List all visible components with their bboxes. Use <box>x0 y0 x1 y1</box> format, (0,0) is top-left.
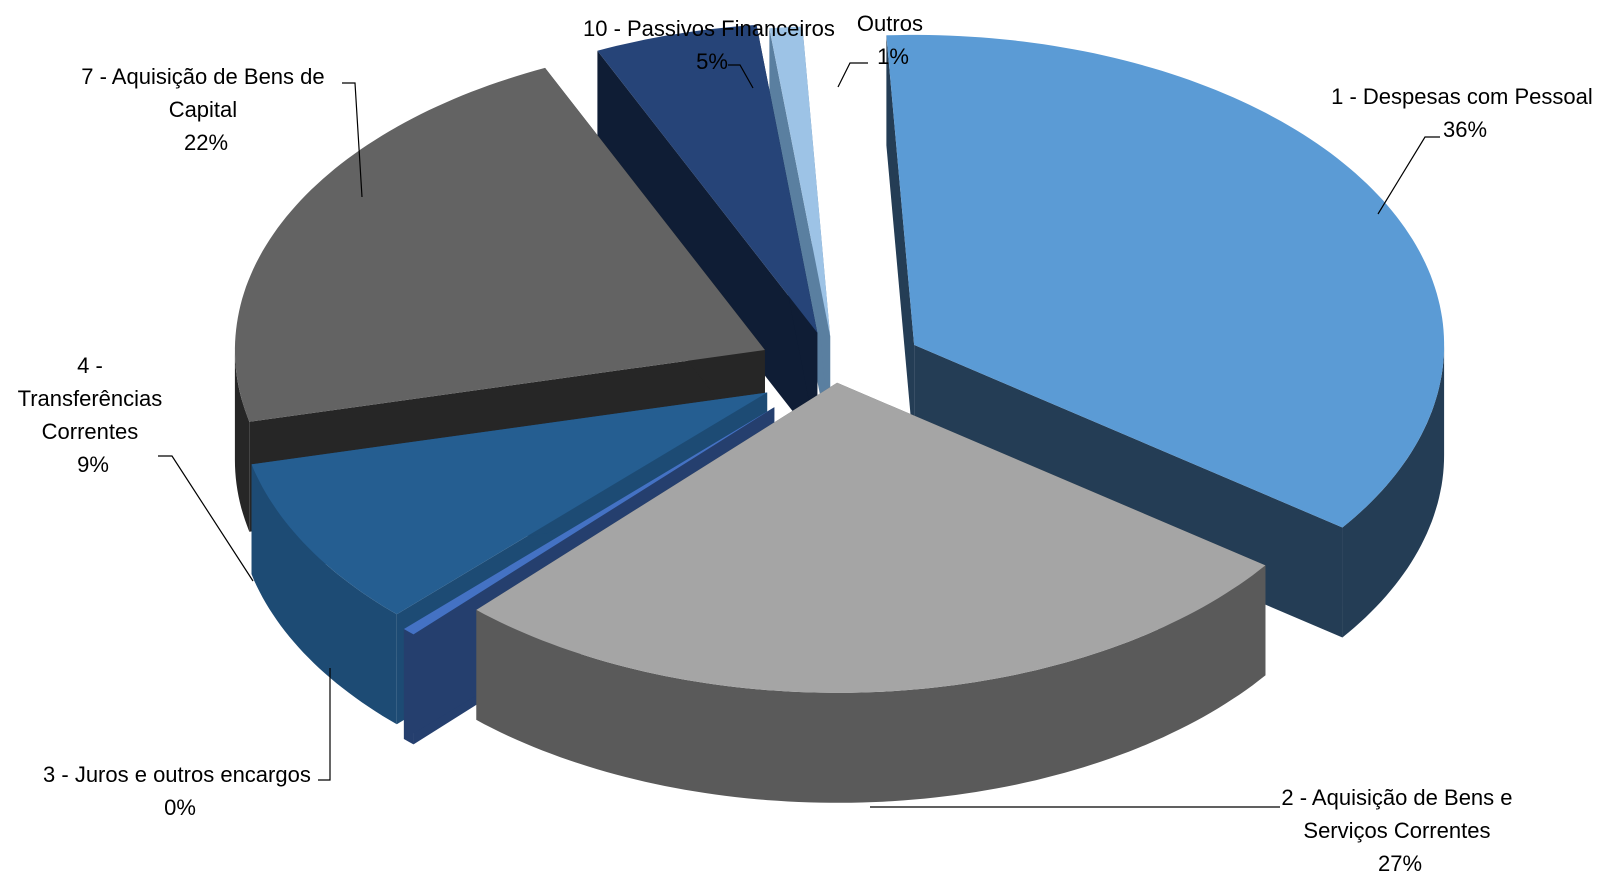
label-outros-percent: 1% <box>877 44 909 69</box>
label-pessoal-percent: 36% <box>1443 117 1487 142</box>
label-outros: Outros 1% <box>857 11 929 69</box>
label-passivos-line1: 10 - Passivos Financeiros <box>583 16 835 41</box>
slice-pessoal-side <box>1342 344 1445 638</box>
leader-line-capital <box>342 82 363 198</box>
slice-pessoal-top <box>886 34 1445 528</box>
label-transferencias-line1: 4 - <box>77 353 103 378</box>
leader-line-juros <box>318 668 331 781</box>
slice-passivos <box>597 24 818 443</box>
leader-line-transferencias <box>158 455 254 582</box>
slice-juros-side <box>403 629 414 745</box>
slice-outros-top <box>769 26 831 337</box>
leader-lines <box>158 62 1440 808</box>
label-transferencias-line3: Correntes <box>42 419 139 444</box>
label-transferencias-line2: Transferências <box>18 386 163 411</box>
slice-bens-servicos-top <box>476 382 1266 693</box>
slice-capital-side <box>234 350 250 532</box>
label-capital-line2: Capital <box>169 97 237 122</box>
slice-transferencias-side <box>251 464 397 725</box>
slice-bens-servicos <box>476 382 1266 803</box>
label-bens-servicos: 2 - Aquisição de Bens e Serviços Corrent… <box>1281 785 1518 873</box>
slice-passivos-wall-start <box>597 50 818 443</box>
label-juros-percent: 0% <box>164 795 196 820</box>
pie-slices <box>234 24 1445 803</box>
label-bens-servicos-line1: 2 - Aquisição de Bens e <box>1281 785 1512 810</box>
label-transferencias: 4 - Transferências Correntes 9% <box>18 353 169 477</box>
label-outros-line1: Outros <box>857 11 923 36</box>
slice-bens-servicos-side <box>476 565 1266 803</box>
leader-line-outros <box>837 62 868 88</box>
slice-juros-top <box>403 407 775 635</box>
label-bens-servicos-line2: Serviços Correntes <box>1303 818 1490 843</box>
slice-capital-top <box>234 67 765 422</box>
leader-line-passivos <box>728 64 754 89</box>
label-transferencias-percent: 9% <box>77 452 109 477</box>
label-pessoal: 1 - Despesas com Pessoal 36% <box>1331 84 1599 142</box>
label-capital: 7 - Aquisição de Bens de Capital 22% <box>81 64 331 155</box>
label-capital-line1: 7 - Aquisição de Bens de <box>81 64 324 89</box>
leader-line-pessoal <box>1377 136 1440 215</box>
label-pessoal-line1: 1 - Despesas com Pessoal <box>1331 84 1593 109</box>
label-juros-line1: 3 - Juros e outros encargos <box>43 762 311 787</box>
slice-pessoal-wall-start <box>886 35 915 455</box>
slice-passivos-top <box>597 24 818 333</box>
label-bens-servicos-percent: 27% <box>1378 851 1422 873</box>
slice-transferencias-top <box>251 392 768 615</box>
label-juros: 3 - Juros e outros encargos 0% <box>43 762 317 820</box>
label-capital-percent: 22% <box>184 130 228 155</box>
label-passivos: 10 - Passivos Financeiros 5% <box>583 16 841 74</box>
label-passivos-percent: 5% <box>696 49 728 74</box>
